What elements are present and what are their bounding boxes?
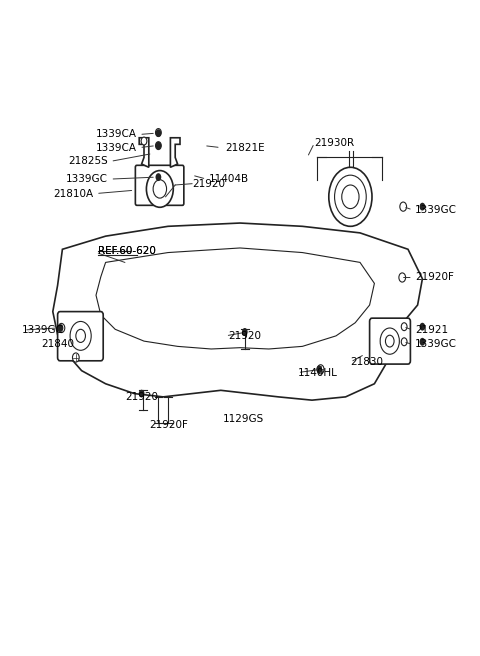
Circle shape xyxy=(420,338,425,346)
Text: 21830: 21830 xyxy=(350,357,384,367)
Circle shape xyxy=(72,353,79,362)
Circle shape xyxy=(401,338,407,346)
Circle shape xyxy=(399,273,406,282)
Circle shape xyxy=(242,328,248,336)
Circle shape xyxy=(420,323,425,331)
Circle shape xyxy=(401,323,407,331)
Text: 1339CA: 1339CA xyxy=(96,142,137,153)
Circle shape xyxy=(380,328,399,354)
Circle shape xyxy=(335,175,366,218)
Circle shape xyxy=(317,365,324,374)
Text: 21920: 21920 xyxy=(125,392,158,402)
Text: 21821E: 21821E xyxy=(226,142,265,153)
Text: 1129GS: 1129GS xyxy=(223,413,264,424)
Text: 21930R: 21930R xyxy=(314,138,355,148)
Text: 21921: 21921 xyxy=(415,325,448,335)
Circle shape xyxy=(156,173,161,181)
Circle shape xyxy=(58,324,63,332)
Circle shape xyxy=(316,365,322,373)
FancyBboxPatch shape xyxy=(135,165,184,205)
Text: 1339GC: 1339GC xyxy=(66,174,108,184)
Circle shape xyxy=(329,167,372,226)
Polygon shape xyxy=(170,138,180,167)
Circle shape xyxy=(156,142,161,150)
Circle shape xyxy=(156,142,161,150)
Circle shape xyxy=(141,137,147,145)
Text: 21920: 21920 xyxy=(228,331,261,341)
Text: 21840: 21840 xyxy=(41,339,74,350)
Text: 1339GC: 1339GC xyxy=(415,339,457,350)
Text: 21920: 21920 xyxy=(192,178,225,189)
FancyBboxPatch shape xyxy=(370,318,410,364)
Circle shape xyxy=(139,390,144,398)
Text: 21920F: 21920F xyxy=(415,272,454,283)
Text: 11404B: 11404B xyxy=(209,174,249,184)
Text: 1140HL: 1140HL xyxy=(298,367,337,378)
Text: 21920F: 21920F xyxy=(149,420,188,430)
Circle shape xyxy=(76,329,85,342)
Circle shape xyxy=(385,335,394,347)
Text: 21825S: 21825S xyxy=(68,156,108,167)
Circle shape xyxy=(146,171,173,207)
Circle shape xyxy=(58,323,65,333)
Circle shape xyxy=(156,129,161,136)
Text: 1339GC: 1339GC xyxy=(22,325,63,335)
Text: 1339GC: 1339GC xyxy=(415,205,457,215)
Circle shape xyxy=(156,173,161,181)
Circle shape xyxy=(420,203,425,211)
FancyBboxPatch shape xyxy=(58,312,103,361)
Circle shape xyxy=(70,321,91,350)
Circle shape xyxy=(153,180,167,198)
Circle shape xyxy=(400,202,407,211)
Text: REF.60-620: REF.60-620 xyxy=(98,245,156,256)
Text: 21810A: 21810A xyxy=(53,188,94,199)
Circle shape xyxy=(342,185,359,209)
Circle shape xyxy=(156,129,161,137)
Text: REF.60-620: REF.60-620 xyxy=(98,245,156,256)
Text: 1339CA: 1339CA xyxy=(96,129,137,140)
Polygon shape xyxy=(139,138,149,167)
